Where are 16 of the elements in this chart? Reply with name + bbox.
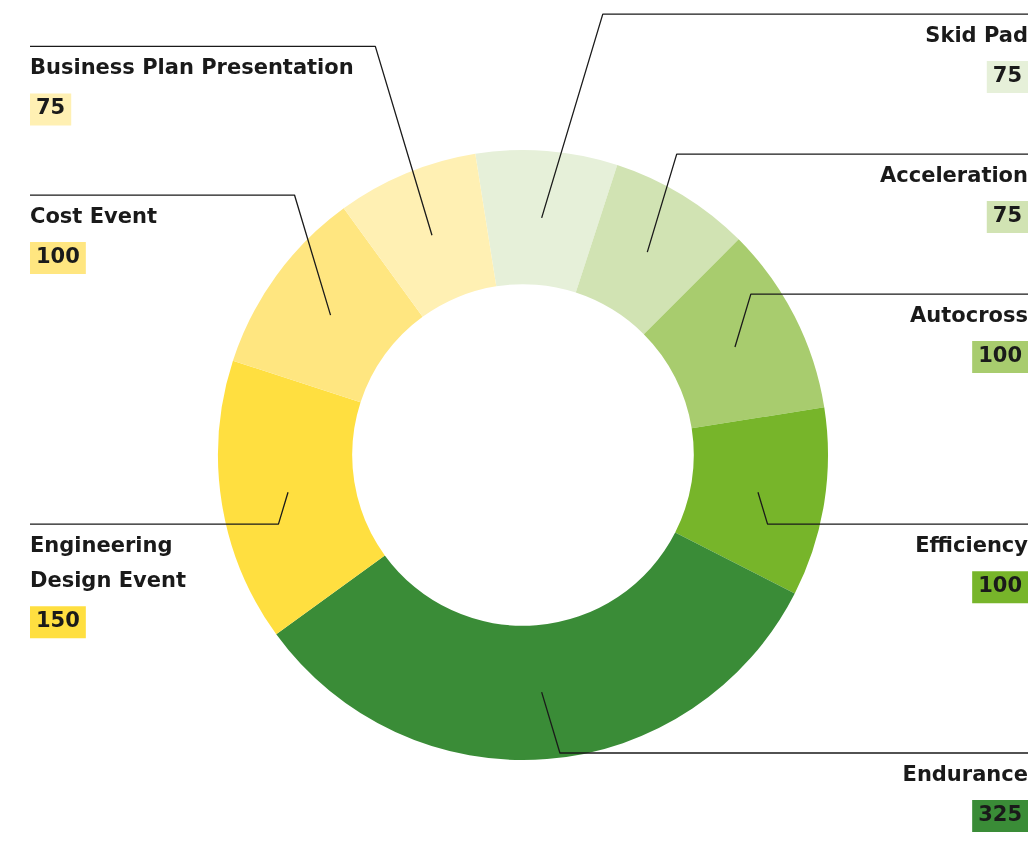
slice-label: Cost Event [30, 204, 157, 229]
data-label: 75 [992, 63, 1023, 88]
data-label: 150 [36, 608, 80, 633]
data-label: 100 [978, 343, 1023, 368]
slice-label: Acceleration [880, 163, 1028, 188]
data-label: 100 [978, 573, 1023, 598]
data-label: 75 [992, 203, 1023, 228]
slice-label: Autocross [910, 303, 1028, 328]
data-label: 75 [36, 95, 66, 120]
slice-label: Business Plan Presentation [30, 55, 354, 80]
slice-label: Efficiency [915, 533, 1029, 558]
slice-label: Endurance [902, 761, 1028, 786]
data-label: 325 [978, 801, 1023, 826]
data-label: 100 [36, 244, 80, 269]
slice-label: Skid Pad [925, 23, 1028, 48]
slice-label: Engineering Design Event [30, 533, 186, 593]
